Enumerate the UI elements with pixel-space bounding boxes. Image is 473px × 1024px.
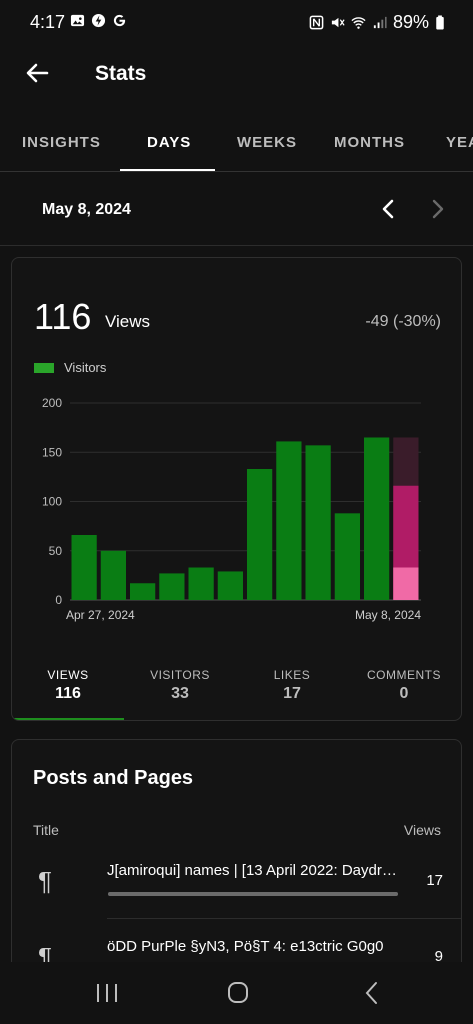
divider: [107, 918, 461, 919]
wifi-icon: [351, 17, 366, 29]
status-time: 4:17: [30, 12, 66, 32]
y-tick-label: 50: [49, 544, 63, 558]
y-tick-label: 150: [42, 445, 62, 459]
views-bar-track: [108, 892, 398, 896]
current-date: May 8, 2024: [42, 201, 131, 218]
system-navigation-bar: [0, 962, 473, 1024]
chevron-right-icon[interactable]: [425, 196, 451, 222]
stat-value: 33: [171, 685, 189, 702]
views-bar-fill: [108, 892, 398, 896]
stat-tab-likes[interactable]: LIKES 17: [237, 668, 347, 703]
post-views: 17: [426, 872, 443, 889]
period-tabs: INSIGHTS DAYS WEEKS MONTHS YEA: [0, 112, 473, 172]
status-bar: 4:17 89%: [0, 0, 473, 44]
bar: [159, 573, 185, 600]
signal-icon: [373, 16, 387, 29]
column-header-views: Views: [403, 822, 441, 838]
gallery-icon: [70, 14, 85, 27]
chevron-left-icon[interactable]: [375, 196, 401, 222]
stat-value: 0: [399, 685, 409, 702]
post-title: öDD PurPle §yN3, Pö§T 4: e13ctric G0g0: [107, 938, 384, 955]
bar: [188, 567, 214, 600]
status-system-icons: 89%: [309, 12, 445, 33]
stat-value: 17: [283, 685, 301, 702]
stat-tab-views[interactable]: VIEWS 116: [13, 668, 123, 703]
stat-tab-indicator: [12, 718, 124, 720]
stat-label: LIKES: [273, 668, 311, 682]
google-icon: [113, 14, 126, 27]
stat-value: 116: [55, 685, 81, 702]
legend-swatch: [34, 362, 54, 373]
stat-label: VISITORS: [150, 668, 210, 682]
views-total: 116: [34, 296, 92, 337]
tab-active-indicator: [120, 169, 215, 171]
bar: [364, 437, 390, 600]
nfc-icon: [309, 15, 324, 30]
bar-visitors-selected: [393, 567, 419, 600]
post-views: 9: [434, 948, 443, 965]
recent-apps-icon[interactable]: [92, 980, 122, 1006]
y-tick-label: 0: [55, 593, 62, 607]
stat-label: COMMENTS: [367, 668, 441, 682]
bar: [334, 513, 360, 600]
bar: [305, 445, 331, 600]
column-header-title: Title: [33, 822, 59, 838]
bar: [71, 534, 97, 600]
bolt-app-icon: [91, 13, 106, 28]
bar: [130, 583, 156, 600]
views-change: -49 (-30%): [365, 313, 441, 330]
home-icon[interactable]: [223, 980, 253, 1006]
bar: [276, 441, 302, 600]
x-tick-label: Apr 27, 2024: [66, 608, 135, 622]
posts-and-pages-card: Posts and Pages Title Views ¶ J[amiroqui…: [11, 739, 462, 979]
legend-label: Visitors: [64, 360, 107, 375]
stat-label: VIEWS: [47, 668, 89, 682]
y-tick-label: 100: [42, 495, 62, 509]
battery-level: 89%: [392, 12, 429, 32]
date-navigator: May 8, 2024: [0, 172, 473, 246]
back-arrow-icon[interactable]: [22, 58, 52, 88]
y-tick-label: 200: [42, 396, 62, 410]
tab-months[interactable]: MONTHS: [334, 134, 405, 151]
status-notification-icons: [70, 13, 127, 28]
mute-icon: [331, 17, 345, 28]
bar: [217, 571, 243, 600]
section-title: Posts and Pages: [33, 767, 194, 789]
stats-card: 116 Views -49 (-30%) Visitors 0 50 100 150 2…: [11, 257, 462, 721]
views-bar-chart[interactable]: 0 50 100 150 200 Apr 27, 2024 May 8, 2024: [12, 388, 461, 628]
pilcrow-icon: ¶: [38, 866, 52, 896]
tab-days[interactable]: DAYS: [147, 134, 192, 151]
post-title: J[amiroqui] names | [13 April 2022: Dayd…: [107, 862, 402, 879]
system-back-icon[interactable]: [357, 980, 387, 1006]
stat-tabs: VIEWS 116 VISITORS 33 LIKES 17 COMMENTS …: [12, 658, 461, 720]
page-title: Stats: [95, 62, 147, 85]
app-bar: Stats: [0, 44, 473, 102]
bar: [247, 468, 273, 600]
stat-tab-comments[interactable]: COMMENTS 0: [349, 668, 459, 703]
list-item[interactable]: ¶ J[amiroqui] names | [13 April 2022: Da…: [12, 852, 461, 918]
chart-legend: Visitors: [34, 360, 106, 375]
views-unit: Views: [105, 312, 151, 331]
tab-years[interactable]: YEA: [446, 134, 473, 151]
tab-insights[interactable]: INSIGHTS: [22, 134, 101, 151]
stat-tab-visitors[interactable]: VISITORS 33: [125, 668, 235, 703]
bar: [100, 550, 126, 600]
x-tick-label: May 8, 2024: [355, 608, 421, 622]
battery-icon: [436, 15, 444, 30]
tab-weeks[interactable]: WEEKS: [237, 134, 298, 151]
